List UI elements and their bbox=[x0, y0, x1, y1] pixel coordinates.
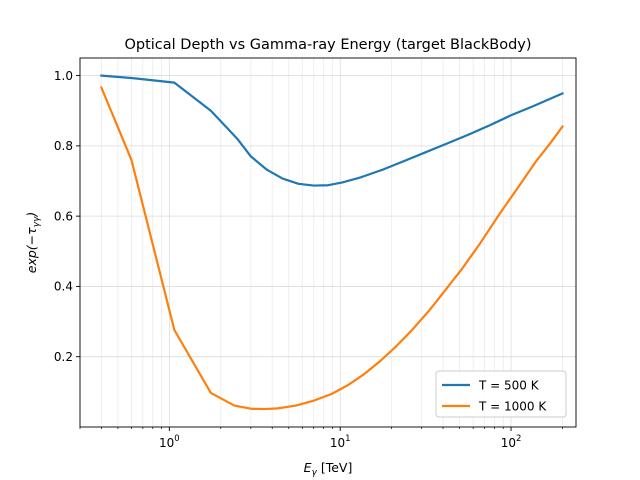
x-tick-label: 101 bbox=[330, 434, 351, 450]
plot-area: 100 101 102 0.2 0.4 0.6 0.8 1.0 Eγ [TeV] exp(−τγγ… bbox=[24, 57, 577, 478]
y-tick-label: 0.2 bbox=[54, 350, 73, 364]
x-tick-label: 102 bbox=[501, 434, 522, 450]
series-line-1 bbox=[100, 74, 564, 187]
y-axis-label: exp(−τγγ) bbox=[24, 212, 42, 273]
series-line-2 bbox=[99, 86, 565, 411]
y-tick-label: 0.4 bbox=[54, 280, 73, 294]
chart-title: Optical Depth vs Gamma-ray Energy (targe… bbox=[124, 37, 531, 53]
x-tick-label: 100 bbox=[159, 434, 180, 450]
y-tick-label: 1.0 bbox=[54, 69, 73, 83]
legend-label-1: T = 500 K bbox=[478, 378, 540, 392]
x-axis-label: Eγ [TeV] bbox=[304, 460, 353, 478]
y-tick-label: 0.6 bbox=[54, 209, 73, 223]
y-tick-label: 0.8 bbox=[54, 139, 73, 153]
axes-frame bbox=[79, 57, 577, 428]
legend-label-2: T = 1000 K bbox=[478, 399, 547, 413]
